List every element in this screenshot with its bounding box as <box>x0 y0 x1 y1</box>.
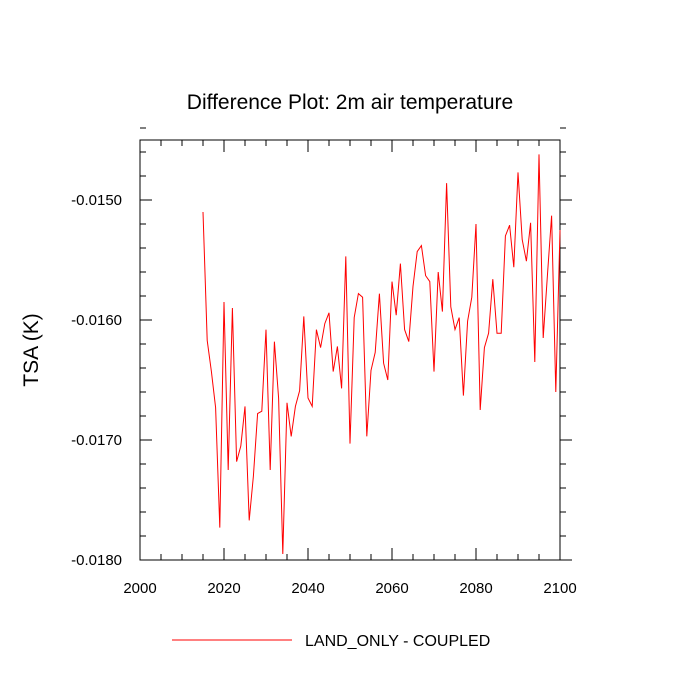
legend-label: LAND_ONLY - COUPLED <box>305 633 490 650</box>
x-tick-label: 2100 <box>543 580 576 597</box>
x-tick-label: 2040 <box>291 580 324 597</box>
y-tick-label: -0.0170 <box>71 432 122 449</box>
legend: LAND_ONLY - COUPLED <box>172 633 490 650</box>
y-tick-label: -0.0150 <box>71 192 122 209</box>
x-tick-label: 2080 <box>459 580 492 597</box>
chart-title: Difference Plot: 2m air temperature <box>187 91 513 114</box>
x-tick-label: 2020 <box>207 580 240 597</box>
plot-frame <box>139 139 561 561</box>
y-tick-label: -0.0160 <box>71 312 122 329</box>
y-axis-label: TSA (K) <box>20 313 43 387</box>
series-line <box>202 154 561 555</box>
x-tick-label: 2060 <box>375 580 408 597</box>
plot-area: 2000 2020 2040 2060 2080 2100 -0.0180 -0.0170 -0… <box>71 127 577 597</box>
x-tick-label: 2000 <box>123 580 156 597</box>
y-tick-label: -0.0180 <box>71 552 122 569</box>
